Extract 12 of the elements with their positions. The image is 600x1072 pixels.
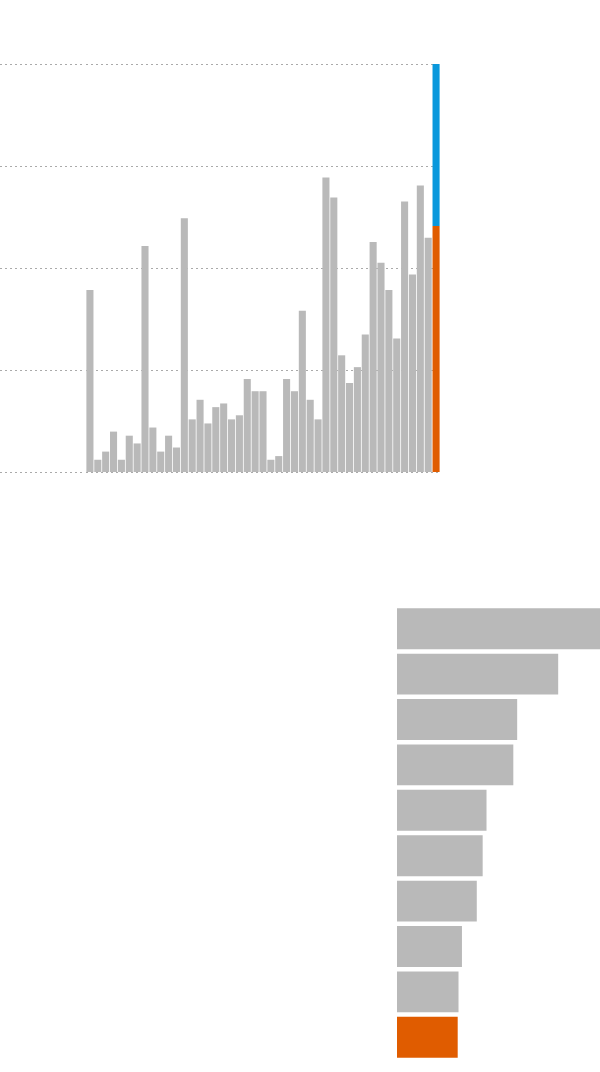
bar: [397, 971, 459, 1013]
bar: [397, 789, 487, 831]
bar: [397, 1016, 458, 1058]
bar: [397, 653, 559, 695]
bar: [432, 64, 440, 226]
bar: [397, 608, 600, 650]
bar: [397, 744, 514, 786]
bar: [397, 699, 518, 740]
bar: [397, 926, 462, 967]
bar: [397, 835, 483, 877]
bar: [397, 880, 477, 922]
bar: [432, 225, 440, 472]
